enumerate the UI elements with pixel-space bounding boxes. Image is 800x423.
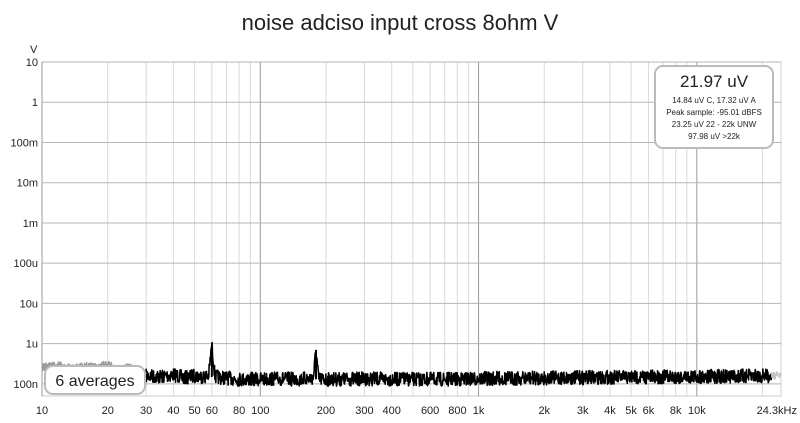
y-tick-label: 1u xyxy=(26,339,38,351)
x-tick-label: 300 xyxy=(355,405,373,417)
x-tick-label: 2k xyxy=(538,405,550,417)
x-tick-label: 100 xyxy=(251,405,269,417)
x-tick-label: 40 xyxy=(167,405,179,417)
averages-label: 6 averages xyxy=(55,373,134,390)
x-tick-label: 30 xyxy=(140,405,152,417)
y-tick-label: 100m xyxy=(10,137,38,149)
x-tick-label: 800 xyxy=(448,405,466,417)
x-tick-label: 60 xyxy=(206,405,218,417)
chart-title: noise adciso input cross 8ohm V xyxy=(242,10,559,35)
y-tick-label: 10 xyxy=(26,57,38,69)
x-tick-label: 400 xyxy=(383,405,401,417)
readout-box: 21.97 uV 14.84 uV C, 17.32 uV A Peak sam… xyxy=(654,65,774,149)
averages-badge: 6 averages xyxy=(44,365,146,395)
readout-box-frame xyxy=(654,65,774,149)
x-tick-label: 80 xyxy=(233,405,245,417)
x-tick-label: 1k xyxy=(473,405,485,417)
y-tick-label: 1 xyxy=(32,97,38,109)
x-tick-label: 200 xyxy=(317,405,335,417)
x-tick-label: 24.3kHz xyxy=(757,405,797,417)
x-tick-label: 5k xyxy=(625,405,637,417)
readout-line-weighted: 14.84 uV C, 17.32 uV A xyxy=(672,96,756,105)
x-tick-label: 8k xyxy=(670,405,682,417)
x-tick-label: 10 xyxy=(36,405,48,417)
x-tick-label: 10k xyxy=(688,405,706,417)
x-tick-label: 20 xyxy=(102,405,114,417)
y-tick-label: 10u xyxy=(20,298,38,310)
series-line xyxy=(145,341,773,388)
readout-line-above-22k: 97.98 uV >22k xyxy=(688,132,741,141)
x-tick-label: 6k xyxy=(643,405,655,417)
averages-badge-frame xyxy=(44,365,146,395)
x-tick-label: 4k xyxy=(604,405,616,417)
readout-line-unweighted: 23.25 uV 22 - 22k UNW xyxy=(672,120,757,129)
x-tick-label: 600 xyxy=(421,405,439,417)
readout-line-peak: Peak sample: -95.01 dBFS xyxy=(666,108,762,117)
y-tick-label: 100n xyxy=(14,379,38,391)
x-tick-label: 3k xyxy=(577,405,589,417)
x-tick-labels: 10 20 30 40 50 60 80 100 200 300 400 600 800 1k 2k 3k 4k… xyxy=(36,405,797,417)
y-axis-unit: V xyxy=(30,44,38,56)
readout-main-value: 21.97 uV xyxy=(680,72,749,91)
y-tick-label: 10m xyxy=(17,178,38,190)
series-line xyxy=(770,371,782,380)
y-tick-labels: 10 1 100m 10m 1m 100u 10u 1u 100n xyxy=(10,57,38,391)
y-tick-label: 100u xyxy=(14,258,38,270)
grid-lines xyxy=(41,61,781,396)
y-tick-label: 1m xyxy=(23,218,38,230)
x-tick-label: 50 xyxy=(188,405,200,417)
